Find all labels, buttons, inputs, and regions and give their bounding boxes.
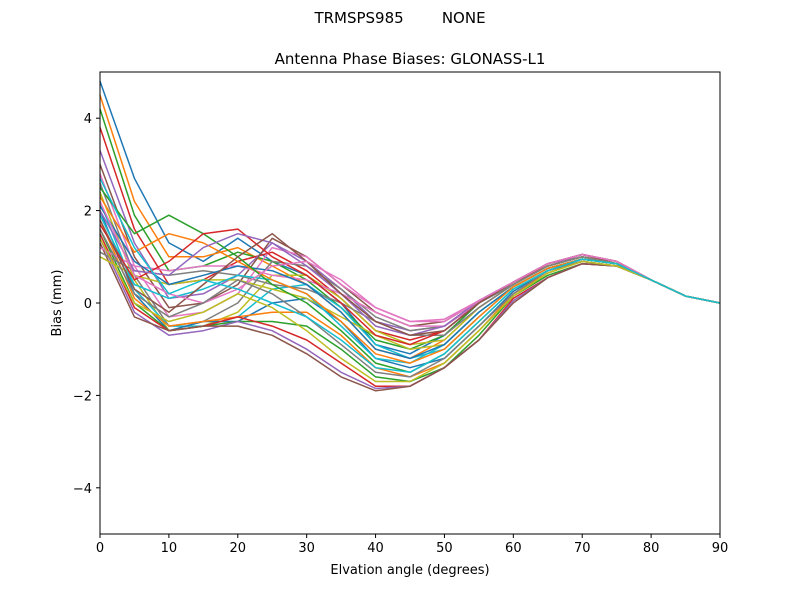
series-line-25	[99, 210, 721, 337]
figure-suptitle: TRMSPS985 NONE	[314, 9, 486, 27]
y-tick-label: −2	[73, 389, 92, 404]
series-line-22	[99, 196, 721, 364]
x-tick-label: 80	[643, 541, 660, 556]
x-axis-label: Elvation angle (degrees)	[330, 563, 489, 578]
series-line-16	[99, 242, 721, 392]
x-tick-label: 30	[298, 541, 315, 556]
x-axis: 0 10 20 30 40 50 60 70 80 90	[96, 534, 728, 556]
series-layer	[99, 80, 721, 392]
series-line-2	[99, 94, 721, 360]
plot-frame	[99, 71, 721, 535]
series-line-7	[99, 173, 721, 323]
series-line-4	[99, 127, 721, 341]
series-line-30	[99, 177, 721, 374]
series-line-28	[99, 228, 721, 378]
series-line-20	[99, 214, 721, 364]
y-tick-label: 4	[84, 112, 92, 127]
x-tick-label: 10	[161, 541, 178, 556]
x-tick-label: 90	[712, 541, 729, 556]
x-tick-label: 50	[436, 541, 453, 556]
series-line-27	[99, 201, 721, 323]
y-tick-label: −4	[73, 482, 92, 497]
y-axis: −4 −2 0 2 4	[73, 112, 100, 497]
x-tick-label: 60	[505, 541, 522, 556]
y-tick-label: 0	[84, 297, 92, 312]
x-tick-label: 20	[230, 541, 247, 556]
series-line-29	[99, 237, 721, 383]
series-line-6	[99, 164, 721, 327]
x-tick-label: 70	[574, 541, 591, 556]
y-tick-label: 2	[84, 205, 92, 220]
y-axis-label: Bias (mm)	[50, 270, 65, 337]
x-tick-label: 0	[96, 541, 104, 556]
x-tick-label: 40	[367, 541, 384, 556]
chart-title: Antenna Phase Biases: GLONASS-L1	[275, 50, 546, 68]
